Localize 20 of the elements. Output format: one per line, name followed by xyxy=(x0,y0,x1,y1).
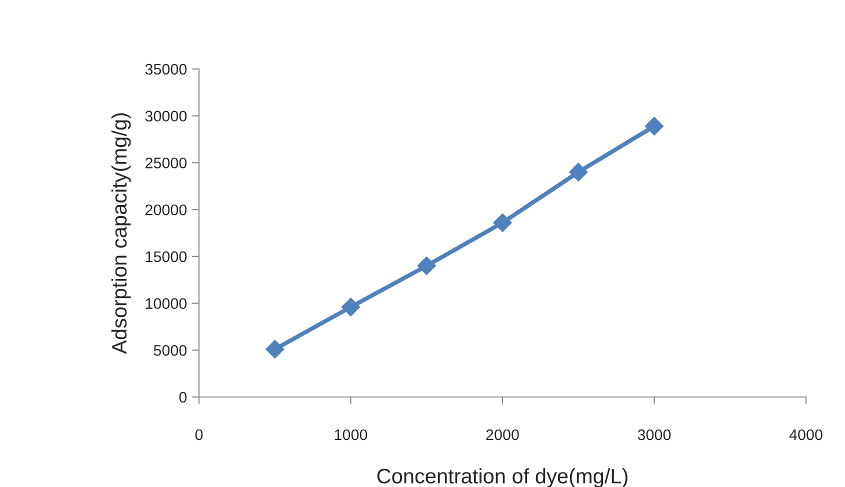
point xyxy=(266,340,284,359)
y-tick-label: 0 xyxy=(179,392,187,403)
x-tick-label: 2000 xyxy=(486,429,519,440)
point xyxy=(644,116,664,136)
point xyxy=(569,162,588,182)
x-tick-label: 1000 xyxy=(334,429,368,440)
y-tick-label: 10000 xyxy=(146,298,187,309)
y-tick-label: 20000 xyxy=(145,204,187,216)
y-tick-label: 25000 xyxy=(145,158,187,168)
x-tick-label: 0 xyxy=(195,429,203,440)
y-tick-label: 5000 xyxy=(154,345,187,356)
y-tick-label: 35000 xyxy=(145,64,187,75)
x-tick-label: 3000 xyxy=(638,429,671,440)
y-tick-label: 15000 xyxy=(146,251,187,262)
point xyxy=(341,298,360,316)
y-axis-title: Adsorption capacity(mg/g) xyxy=(111,113,131,354)
y-tick-label: 30000 xyxy=(145,110,187,122)
point xyxy=(493,213,512,232)
point xyxy=(417,256,436,276)
x-tick-label: 4000 xyxy=(789,429,822,440)
